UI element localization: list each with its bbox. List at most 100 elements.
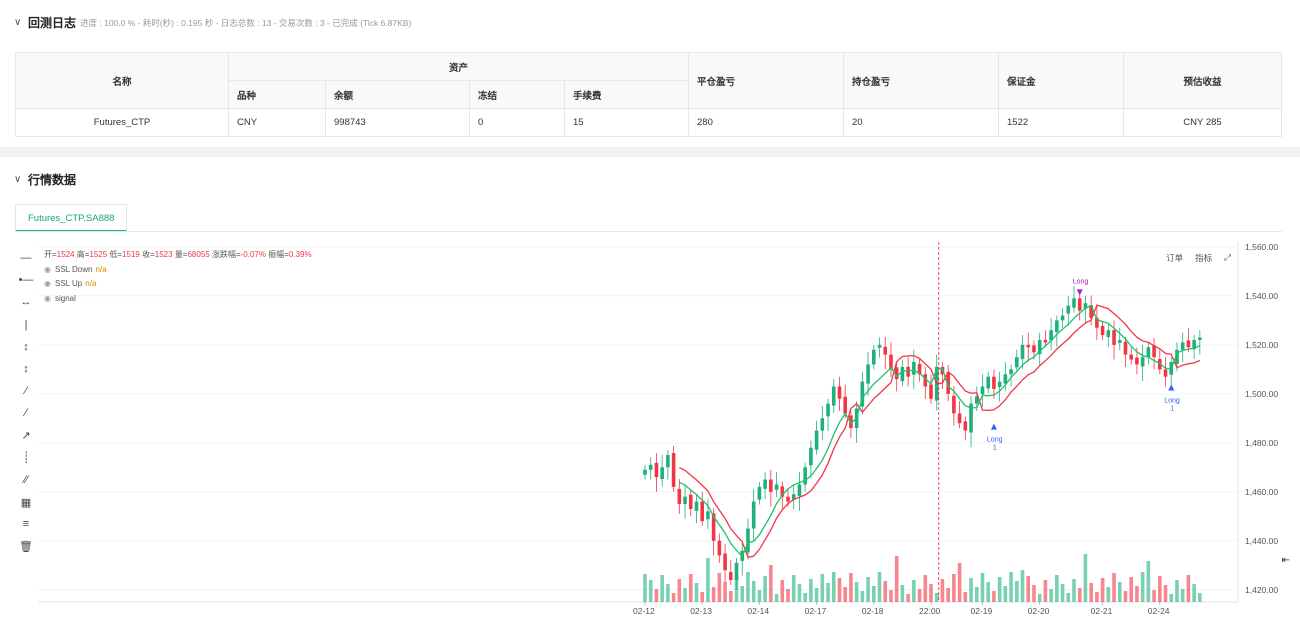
order-button[interactable]: 订单 — [1161, 249, 1189, 267]
fibonacci-icon[interactable]: ≡ — [22, 518, 30, 531]
candle-body — [1140, 357, 1145, 367]
candle-body — [791, 494, 796, 500]
candle-body — [763, 479, 767, 489]
volume-bar — [814, 588, 819, 602]
volume-bar — [757, 590, 762, 602]
arrow-line-icon[interactable]: ↗ — [21, 430, 31, 443]
signal-label: Long — [1073, 278, 1089, 285]
volume-bar — [786, 589, 790, 602]
volume-bar — [1146, 561, 1151, 602]
eye-icon[interactable]: ◉ — [44, 293, 51, 303]
volume-bar — [963, 592, 968, 602]
candle-body — [671, 453, 676, 487]
candle-body — [1037, 339, 1042, 355]
volume-bar — [1089, 583, 1093, 602]
volume-bar — [1037, 594, 1042, 602]
volume-bar — [1158, 576, 1162, 602]
volume-bar — [854, 582, 859, 602]
market-data-header[interactable]: ∨ 行情数据 — [14, 171, 80, 188]
volume-bar — [734, 577, 739, 602]
parallel-channel-icon[interactable]: ∕∕ — [24, 473, 28, 486]
volume-bar — [660, 575, 664, 602]
backtest-log-summary: 进度 : 100.0 % - 耗时(秒) : 0.195 秒 - 日志总数 : … — [80, 17, 412, 28]
candle-body — [1163, 369, 1168, 377]
horizontal-ray-icon[interactable]: •— — [18, 274, 34, 287]
volume-bar — [700, 592, 704, 602]
tab-symbol[interactable]: Futures_CTP.SA888 — [15, 204, 128, 232]
volume-bar — [1043, 580, 1048, 602]
candle-body — [877, 344, 882, 348]
scroll-to-latest-icon[interactable]: ⇤ — [1281, 555, 1290, 566]
legend-ssl-down[interactable]: ◉ SSL Down n/a — [44, 264, 107, 274]
price-tick-label: 1,460.00 — [1245, 487, 1278, 497]
candle-body — [929, 384, 933, 399]
chart-controls: 订单 指标 ⤢ — [1161, 249, 1236, 267]
cell-margin: 1522 — [998, 108, 1124, 137]
backtest-log-header[interactable]: ∨ 回测日志 进度 : 100.0 % - 耗时(秒) : 0.195 秒 - … — [14, 14, 411, 31]
trash-icon[interactable]: 🗑 — [19, 541, 33, 554]
cell-est: CNY 285 — [1123, 108, 1282, 137]
volume-bar — [1117, 582, 1122, 602]
ray-line-icon[interactable]: ∕ — [25, 407, 27, 420]
candle-body — [694, 501, 699, 511]
channel-icon[interactable]: ▦ — [20, 496, 32, 509]
candle-body — [952, 395, 956, 414]
fullscreen-icon[interactable]: ⤢ — [1219, 249, 1236, 267]
volume-bar — [671, 593, 676, 602]
time-tick-label: 02-19 — [970, 606, 992, 616]
candle-body — [814, 430, 819, 450]
volume-bar — [872, 586, 876, 602]
candle-body — [843, 396, 847, 414]
candle-body — [757, 486, 762, 500]
time-tick-label: 02-18 — [862, 606, 884, 616]
candle-body — [780, 486, 785, 497]
candle-body — [1072, 298, 1076, 308]
price-chart[interactable]: 1,420.00 1,440.00 1,460.00 1,480.00 1,500.00… — [0, 157, 1300, 626]
candle-body — [769, 479, 773, 492]
horizontal-segment-icon[interactable]: ↔ — [20, 296, 32, 309]
chevron-down-icon[interactable]: ∨ — [14, 17, 22, 28]
volume-bar — [1123, 591, 1128, 602]
candle-body — [1112, 330, 1116, 345]
eye-icon[interactable]: ◉ — [44, 279, 51, 288]
price-tick-label: 1,500.00 — [1245, 389, 1278, 399]
candle-body — [717, 540, 722, 556]
vertical-line-icon[interactable]: | — [24, 318, 28, 331]
candle-body — [1152, 345, 1156, 358]
legend-signal[interactable]: ◉ signal — [44, 293, 76, 303]
volume-bar — [1175, 580, 1179, 602]
volume-bar — [763, 576, 767, 602]
eye-icon[interactable]: ◉ — [44, 264, 51, 274]
volume-bar — [917, 589, 922, 602]
candle-body — [820, 418, 825, 431]
volume-bar — [1198, 593, 1202, 602]
indicator-button[interactable]: 指标 — [1190, 249, 1218, 267]
backtest-log-title: 回测日志 — [28, 16, 77, 30]
candle-body — [969, 403, 973, 433]
assets-table: 名称 资产 平仓盈亏 持仓盈亏 保证金 预估收益 品种 余额 冻结 手续费 Fu… — [15, 52, 1282, 137]
vertical-segment-icon[interactable]: ↕ — [23, 363, 29, 376]
col-close-pl: 平仓盈亏 — [688, 52, 844, 109]
volume-bar — [780, 580, 785, 602]
candle-body — [1123, 341, 1128, 355]
vertical-ray-icon[interactable]: ↕ — [23, 340, 29, 353]
volume-bar — [974, 587, 979, 602]
signal-arrow — [1168, 384, 1175, 391]
candle-body — [1066, 305, 1071, 314]
trend-line-icon[interactable]: ∕ — [25, 385, 27, 398]
candle-body — [974, 396, 979, 404]
candle-body — [1175, 349, 1179, 364]
price-line-icon[interactable]: ┊ — [22, 452, 30, 465]
volume-bar — [980, 573, 985, 602]
candle-body — [1049, 330, 1053, 341]
horizontal-line-icon[interactable]: — — [20, 252, 32, 265]
candle-body — [1198, 337, 1202, 340]
signal-label: Long — [987, 437, 1003, 444]
chevron-down-icon[interactable]: ∨ — [14, 174, 22, 185]
legend-ssl-up[interactable]: ◉ SSL Up n/a — [44, 279, 97, 288]
candle-body — [992, 376, 996, 389]
cell-balance: 998743 — [325, 108, 470, 137]
candle-body — [1129, 354, 1133, 360]
volume-bar — [877, 572, 882, 602]
candle-body — [849, 415, 853, 429]
